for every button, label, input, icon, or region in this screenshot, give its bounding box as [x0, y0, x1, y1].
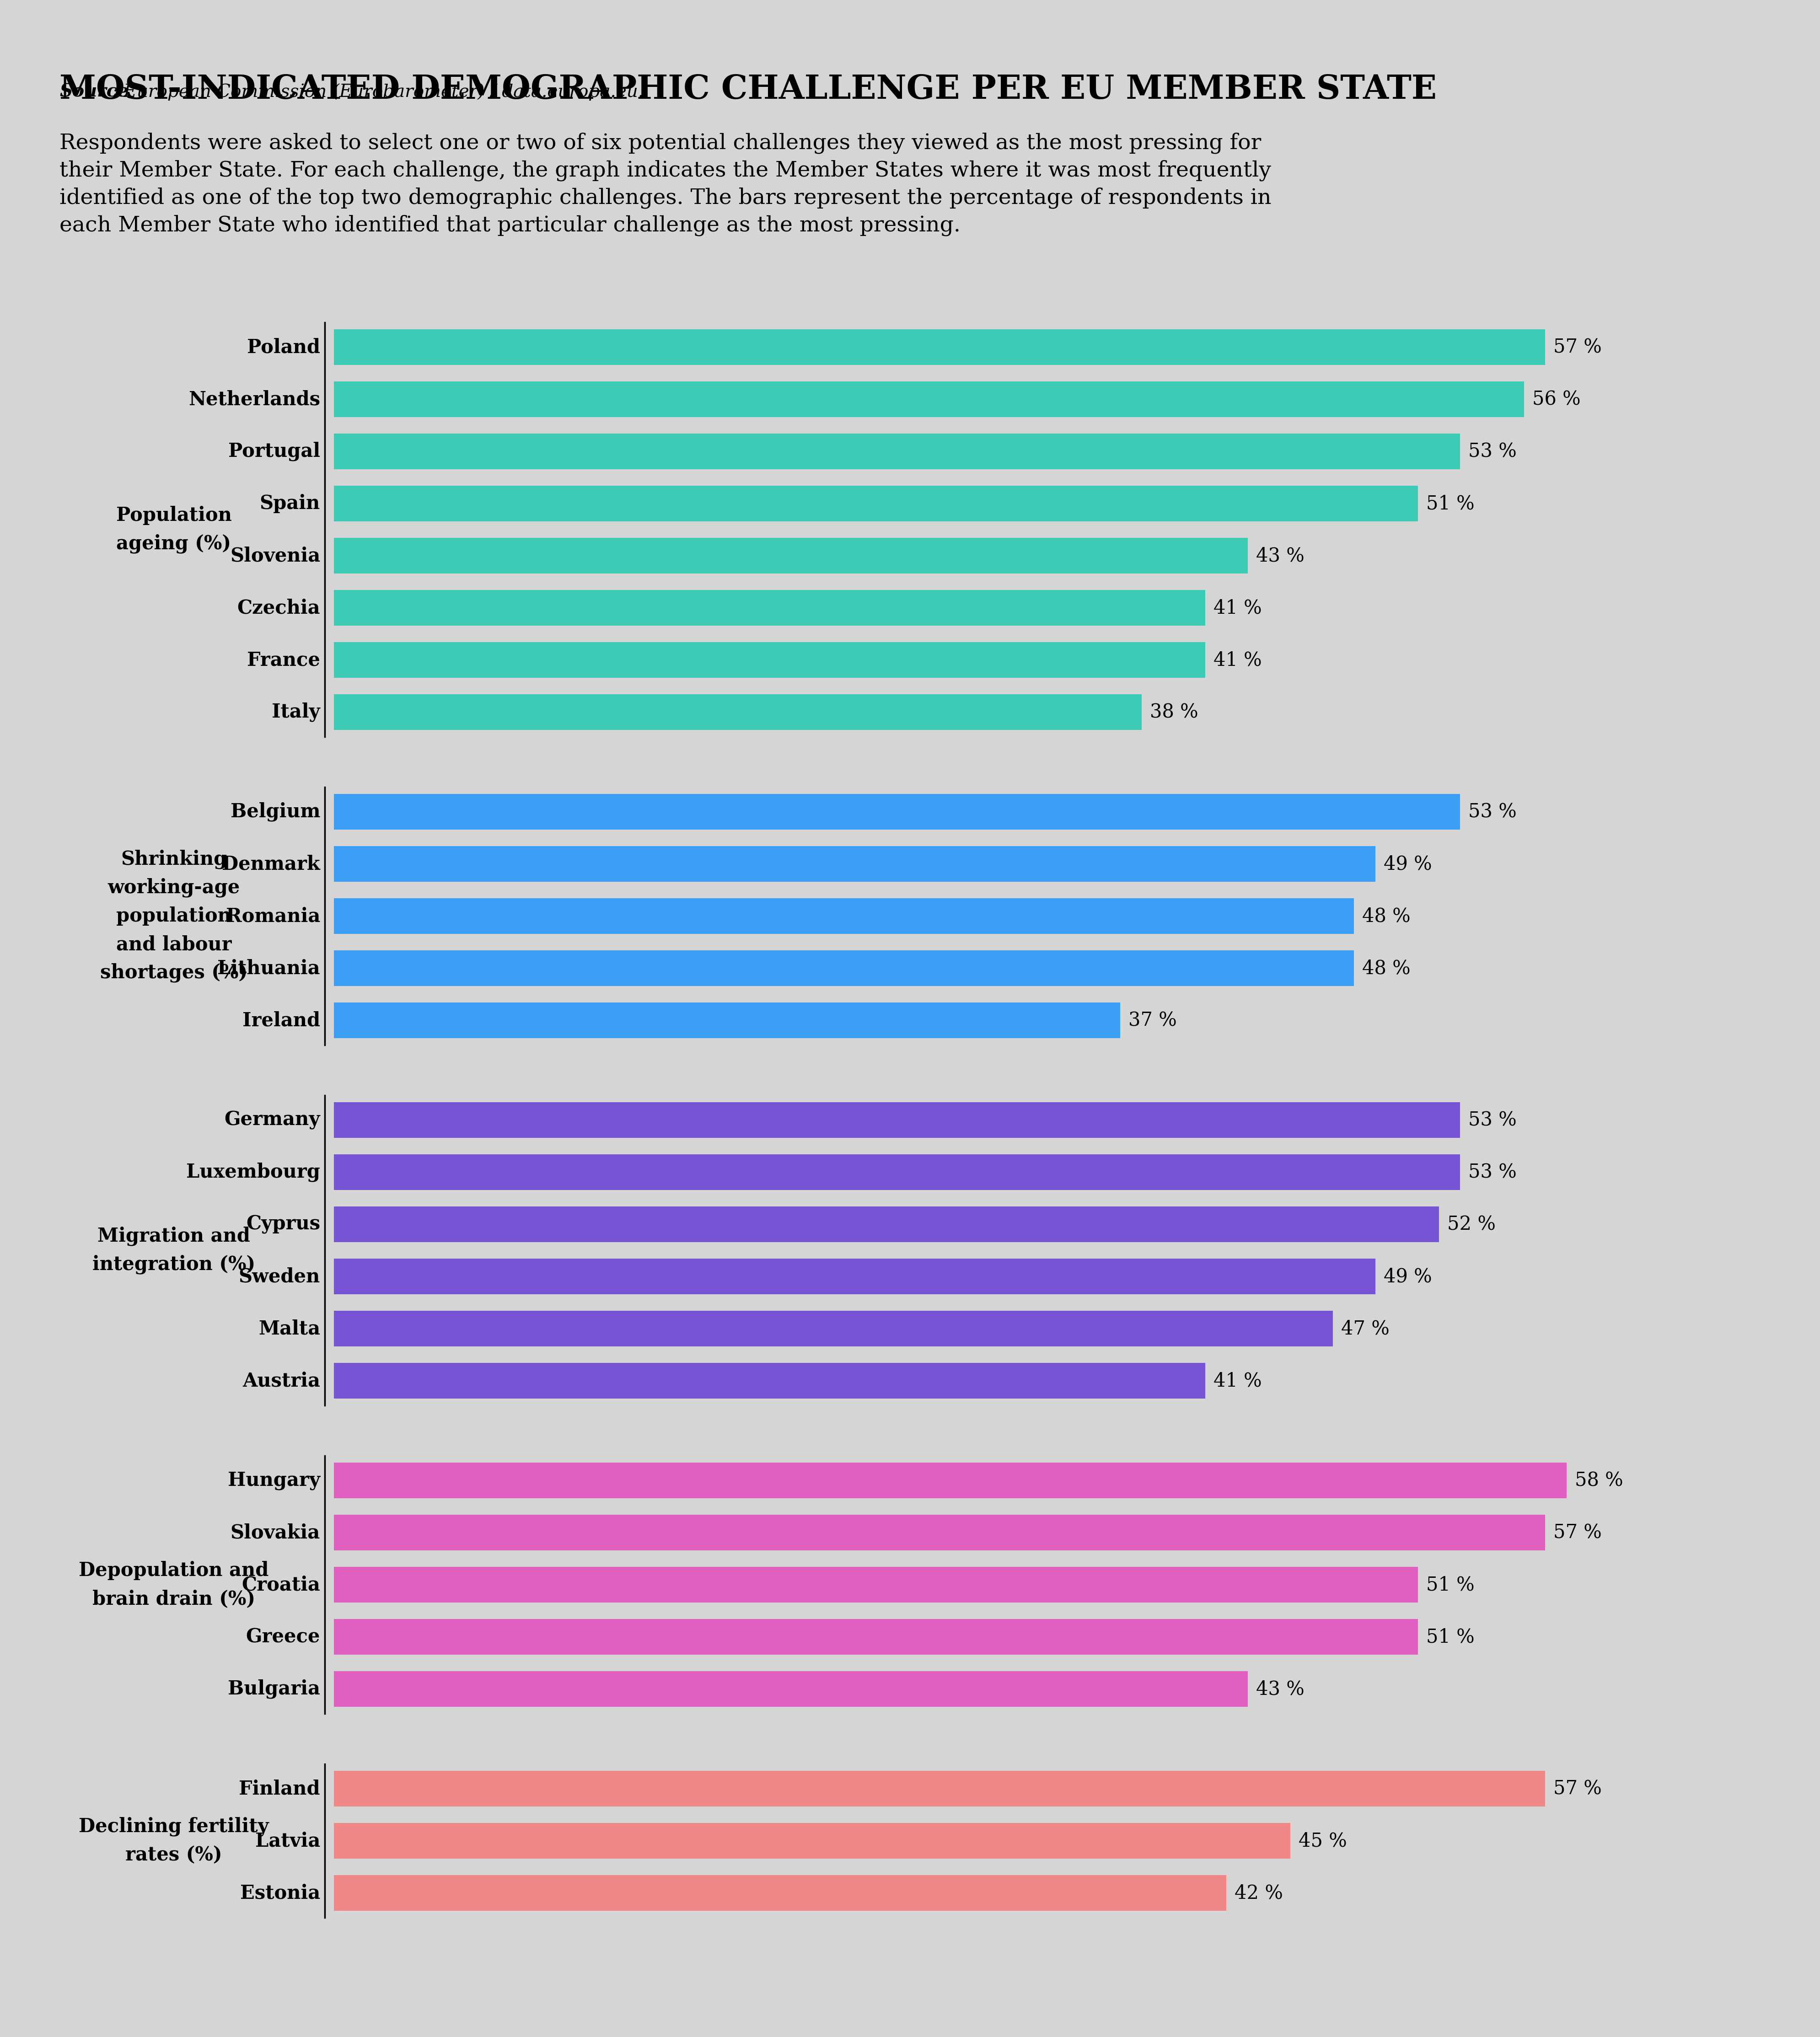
Bar — [333, 1516, 1545, 1550]
Text: Czechia: Czechia — [237, 599, 320, 617]
Bar — [333, 845, 1374, 882]
Text: Portugal: Portugal — [228, 442, 320, 460]
Text: Source: Source — [60, 84, 129, 100]
Text: Population
ageing (%): Population ageing (%) — [116, 505, 231, 554]
Bar — [333, 434, 1460, 469]
Text: Sweden: Sweden — [238, 1267, 320, 1285]
Bar — [333, 1463, 1565, 1499]
Text: Luxembourg: Luxembourg — [186, 1163, 320, 1181]
Bar — [333, 538, 1247, 574]
Text: MOST-INDICATED DEMOGRAPHIC CHALLENGE PER EU MEMBER STATE: MOST-INDICATED DEMOGRAPHIC CHALLENGE PER… — [60, 73, 1436, 106]
Bar — [333, 951, 1354, 986]
Text: 58 %: 58 % — [1574, 1471, 1623, 1489]
Bar — [333, 1102, 1460, 1139]
Text: Hungary: Hungary — [228, 1471, 320, 1489]
Bar — [333, 695, 1141, 729]
Text: 48 %: 48 % — [1361, 906, 1410, 925]
Text: 53 %: 53 % — [1469, 803, 1516, 821]
Bar — [333, 591, 1205, 625]
Text: 57 %: 57 % — [1552, 338, 1602, 356]
Bar — [333, 642, 1205, 678]
Text: each Member State who identified that particular challenge as the most pressing.: each Member State who identified that pa… — [60, 216, 961, 236]
Text: Italy: Italy — [271, 703, 320, 721]
Text: 57 %: 57 % — [1552, 1524, 1602, 1542]
Text: Cyprus: Cyprus — [246, 1214, 320, 1234]
Bar — [333, 1363, 1205, 1399]
Text: Malta: Malta — [258, 1320, 320, 1338]
Text: Shrinking
working-age
population
and labour
shortages (%): Shrinking working-age population and lab… — [100, 849, 248, 982]
Text: Spain: Spain — [260, 493, 320, 513]
Text: Greece: Greece — [246, 1628, 320, 1646]
Bar — [333, 1206, 1438, 1243]
Text: their Member State. For each challenge, the graph indicates the Member States wh: their Member State. For each challenge, … — [60, 161, 1270, 181]
Bar — [333, 381, 1523, 418]
Text: Poland: Poland — [248, 338, 320, 356]
Text: 41 %: 41 % — [1214, 599, 1261, 617]
Text: 51 %: 51 % — [1425, 1575, 1474, 1595]
Text: Bulgaria: Bulgaria — [228, 1678, 320, 1699]
Text: 49 %: 49 % — [1383, 1267, 1431, 1285]
Text: 56 %: 56 % — [1532, 389, 1580, 409]
Text: Romania: Romania — [226, 906, 320, 925]
Text: Austria: Austria — [242, 1371, 320, 1391]
Text: France: France — [248, 650, 320, 670]
Text: Denmark: Denmark — [222, 854, 320, 874]
Text: 51 %: 51 % — [1425, 493, 1474, 513]
Text: Slovenia: Slovenia — [229, 546, 320, 566]
Text: Declining fertility
rates (%): Declining fertility rates (%) — [78, 1817, 269, 1864]
Text: 53 %: 53 % — [1469, 1110, 1516, 1131]
Text: Migration and
integration (%): Migration and integration (%) — [93, 1226, 255, 1275]
Bar — [333, 1770, 1545, 1807]
Text: 47 %: 47 % — [1341, 1320, 1389, 1338]
Text: 43 %: 43 % — [1256, 546, 1303, 566]
Bar — [333, 1310, 1332, 1346]
Text: 57 %: 57 % — [1552, 1778, 1602, 1799]
Text: Latvia: Latvia — [255, 1831, 320, 1850]
Text: Lithuania: Lithuania — [217, 959, 320, 978]
Bar — [333, 1670, 1247, 1707]
Text: 37 %: 37 % — [1128, 1010, 1176, 1031]
Text: 41 %: 41 % — [1214, 1371, 1261, 1391]
Text: 41 %: 41 % — [1214, 650, 1261, 670]
Text: Ireland: Ireland — [242, 1010, 320, 1031]
Bar — [333, 1155, 1460, 1190]
Text: 53 %: 53 % — [1469, 1163, 1516, 1181]
Text: Slovakia: Slovakia — [231, 1524, 320, 1542]
Bar — [333, 1823, 1290, 1858]
Text: 49 %: 49 % — [1383, 854, 1431, 874]
Text: Finland: Finland — [238, 1778, 320, 1799]
Text: 45 %: 45 % — [1298, 1831, 1347, 1850]
Bar — [333, 898, 1354, 933]
Text: 52 %: 52 % — [1447, 1214, 1496, 1234]
Text: : European Commission (Eurobarometer) / data.europa.eu.: : European Commission (Eurobarometer) / … — [113, 84, 644, 100]
Bar — [333, 1619, 1418, 1654]
Bar — [333, 794, 1460, 829]
Text: identified as one of the top two demographic challenges. The bars represent the : identified as one of the top two demogra… — [60, 187, 1270, 208]
Text: Germany: Germany — [224, 1110, 320, 1131]
Text: 43 %: 43 % — [1256, 1678, 1303, 1699]
Text: Croatia: Croatia — [242, 1575, 320, 1595]
Text: 48 %: 48 % — [1361, 959, 1410, 978]
Text: Estonia: Estonia — [240, 1884, 320, 1903]
Text: 51 %: 51 % — [1425, 1628, 1474, 1646]
Text: Respondents were asked to select one or two of six potential challenges they vie: Respondents were asked to select one or … — [60, 132, 1261, 155]
Bar — [333, 1876, 1227, 1911]
Bar — [333, 1566, 1418, 1603]
Text: Depopulation and
brain drain (%): Depopulation and brain drain (%) — [78, 1560, 269, 1609]
Bar — [333, 485, 1418, 521]
Bar — [333, 1002, 1119, 1039]
Text: 38 %: 38 % — [1150, 703, 1198, 721]
Bar — [333, 330, 1545, 365]
Bar — [333, 1259, 1374, 1293]
Text: 53 %: 53 % — [1469, 442, 1516, 460]
Text: Netherlands: Netherlands — [187, 389, 320, 409]
Text: 42 %: 42 % — [1234, 1884, 1283, 1903]
Text: Belgium: Belgium — [231, 803, 320, 821]
